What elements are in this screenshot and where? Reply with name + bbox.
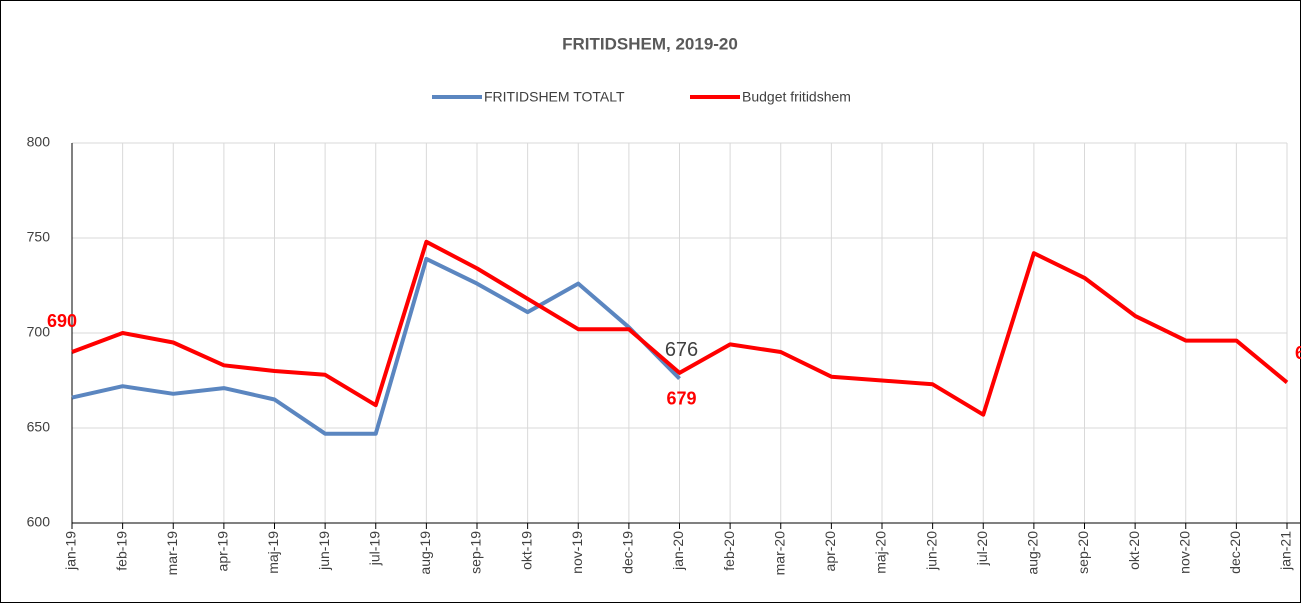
x-tick-label: nov-20 bbox=[1176, 531, 1192, 574]
x-tick-label: feb-20 bbox=[721, 531, 737, 571]
data-label: 679 bbox=[666, 389, 696, 409]
x-tick-label: okt-20 bbox=[1126, 531, 1142, 570]
data-label: 674 bbox=[1295, 343, 1301, 363]
x-tick-label: aug-20 bbox=[1025, 531, 1041, 575]
x-tick-label: mar-20 bbox=[771, 531, 787, 576]
x-tick-label: jun-19 bbox=[316, 531, 332, 571]
y-tick-label: 650 bbox=[27, 419, 51, 435]
y-tick-label: 750 bbox=[27, 229, 51, 245]
x-tick-label: dec-19 bbox=[620, 531, 636, 574]
x-tick-label: jul-19 bbox=[366, 531, 382, 566]
y-tick-label: 600 bbox=[27, 514, 51, 530]
x-tick-label: maj-19 bbox=[265, 531, 281, 574]
x-tick-label: sep-20 bbox=[1075, 531, 1091, 574]
y-tick-label: 800 bbox=[27, 134, 51, 150]
x-tick-label: jan-21 bbox=[1278, 531, 1294, 571]
y-tick-label: 700 bbox=[27, 324, 51, 340]
data-label: 690 bbox=[47, 311, 77, 331]
x-tick-label: okt-19 bbox=[518, 531, 534, 570]
line-series bbox=[71, 256, 681, 436]
x-tick-label: dec-20 bbox=[1227, 531, 1243, 574]
data-label: 676 bbox=[665, 339, 698, 361]
x-tick-label: aug-19 bbox=[417, 531, 433, 575]
x-tick-label: jan-19 bbox=[63, 531, 79, 571]
x-tick-label: jan-20 bbox=[670, 531, 686, 571]
x-tick-label: nov-19 bbox=[569, 531, 585, 574]
x-tick-label: jun-20 bbox=[923, 531, 939, 571]
chart-title: FRITIDSHEM, 2019-20 bbox=[562, 34, 738, 53]
x-tick-label: maj-20 bbox=[873, 531, 889, 574]
x-tick-label: jul-20 bbox=[974, 531, 990, 566]
x-tick-label: feb-19 bbox=[113, 531, 129, 571]
line-series bbox=[71, 239, 1289, 417]
legend-label: FRITIDSHEM TOTALT bbox=[484, 89, 625, 105]
x-tick-label: apr-20 bbox=[822, 531, 838, 572]
legend-label: Budget fritidshem bbox=[742, 89, 851, 105]
x-tick-label: mar-19 bbox=[164, 531, 180, 576]
x-tick-label: apr-19 bbox=[215, 531, 231, 572]
x-tick-label: sep-19 bbox=[468, 531, 484, 574]
